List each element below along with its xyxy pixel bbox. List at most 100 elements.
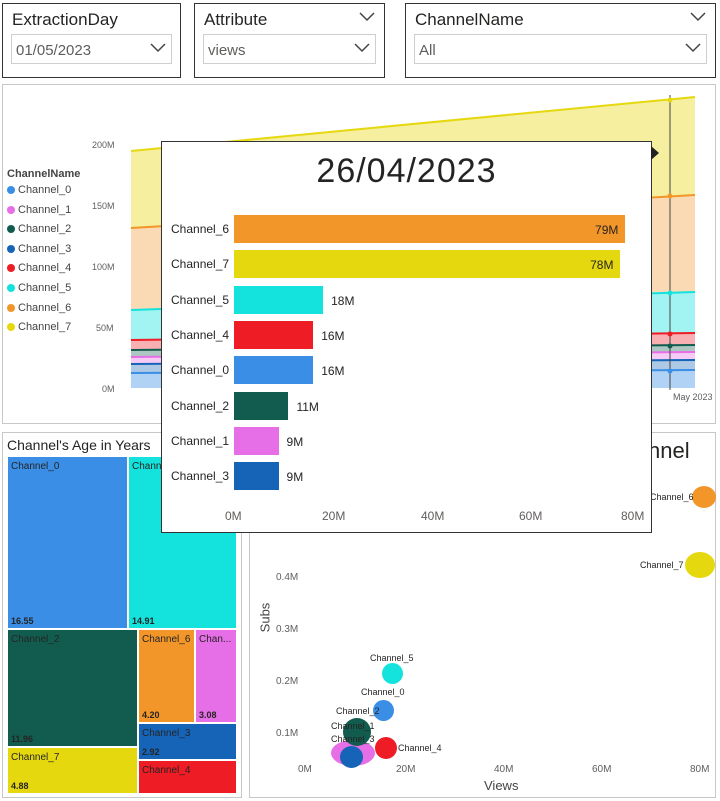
cell-label: Channel_3 <box>142 728 191 739</box>
bar-category-label: Channel_6 <box>171 222 230 236</box>
bar-channel-3[interactable] <box>234 462 279 491</box>
bar-value-label: 18M <box>331 293 355 308</box>
hover-dot <box>667 343 673 349</box>
attribute-dropdown[interactable]: views <box>203 34 376 64</box>
legend-item[interactable]: Channel_5 <box>7 282 71 294</box>
bar-channel-2[interactable] <box>234 391 289 420</box>
bubble-label: Channel_5 <box>370 653 414 663</box>
treemap-cell-channel-2[interactable]: Channel_2 11.96 <box>7 629 138 747</box>
y-tick-label: 0.1M <box>276 728 299 739</box>
x-tick-label: 0M <box>225 509 242 523</box>
bubble-channel-2[interactable] <box>343 718 371 746</box>
x-tick-label: 40M <box>421 509 445 523</box>
bubble-channel-5[interactable] <box>382 663 403 684</box>
channel-name-dropdown[interactable]: All <box>414 34 707 64</box>
legend-label: Channel_3 <box>18 242 72 255</box>
y-tick-label: 150M <box>92 201 115 211</box>
legend-dot-icon <box>7 205 15 214</box>
x-tick-label: 80M <box>621 509 645 523</box>
slicer-title: ChannelName <box>415 10 524 29</box>
x-tick-label: 0M <box>298 764 312 775</box>
y-tick-label: 0.3M <box>276 624 299 635</box>
bar-category-label: Channel_7 <box>171 257 230 272</box>
cell-value: 14.91 <box>132 616 155 626</box>
hover-dot <box>667 331 673 337</box>
chevron-down-icon[interactable] <box>353 41 371 55</box>
bubble-label: Channel_1 <box>331 721 375 731</box>
bar-value-label: 16M <box>321 328 345 343</box>
legend-label: Channel_4 <box>18 262 72 275</box>
legend-item[interactable]: Channel_4 <box>7 262 71 274</box>
cell-value: 4.88 <box>11 781 29 791</box>
legend-item[interactable]: Channel_7 <box>7 321 71 333</box>
extraction-day-dropdown[interactable]: 01/05/2023 <box>11 34 172 64</box>
y-axis-title: Subs <box>257 602 273 633</box>
bar-channel-1[interactable] <box>234 426 279 455</box>
hover-dot <box>667 368 673 374</box>
slicer-title: ExtractionDay <box>12 10 118 29</box>
slicer-attribute[interactable]: Attribute views <box>194 3 385 78</box>
y-tick-label: 0.4M <box>276 572 299 583</box>
slicer-channel-name[interactable]: ChannelName All <box>405 3 716 78</box>
slicer-title: Attribute <box>204 10 268 29</box>
treemap-cell-channel-6[interactable]: Channel_6 4.20 <box>138 629 195 723</box>
bar-channel-4[interactable] <box>234 320 314 349</box>
chevron-down-icon[interactable] <box>684 41 702 55</box>
bubble-channel-0[interactable] <box>373 700 394 721</box>
treemap-cell-channel-4[interactable]: Channel_4 <box>138 760 237 794</box>
treemap-cell-channel-1[interactable]: Chan... 3.08 <box>195 629 237 723</box>
slicer-value: views <box>208 42 246 59</box>
legend-item[interactable]: Channel_1 <box>7 204 71 216</box>
bubble-label: Channel_6 <box>650 492 694 502</box>
bubble-channel-7[interactable] <box>685 552 715 578</box>
treemap-cell-channel-3[interactable]: Channel_3 2.92 <box>138 723 237 760</box>
legend-label: Channel_2 <box>18 223 72 236</box>
x-tick-label: 20M <box>322 509 346 523</box>
cell-label: Channel_2 <box>11 634 60 645</box>
bubble-channel-3[interactable] <box>340 746 363 768</box>
slicer-extraction-day[interactable]: ExtractionDay 01/05/2023 <box>2 3 181 78</box>
bubble-channel-6[interactable] <box>692 486 716 508</box>
legend-dot-icon <box>7 186 15 194</box>
legend-title: ChannelName <box>7 168 81 180</box>
legend-item[interactable]: Channel_6 <box>7 302 71 314</box>
cell-value: 4.20 <box>142 710 160 720</box>
cell-value: 16.55 <box>11 616 34 626</box>
cell-label: Channel_0 <box>11 461 60 472</box>
treemap-cell-channel-7[interactable]: Channel_7 4.88 <box>7 747 138 794</box>
bar-category-label: Channel_3 <box>171 469 230 484</box>
bar-category-label: Channel_4 <box>171 327 230 342</box>
cell-label: Channel_6 <box>142 634 191 645</box>
bar-channel-7[interactable] <box>234 250 621 279</box>
bar-value-label: 78M <box>590 258 614 273</box>
hover-dot <box>667 97 673 103</box>
legend-label: Channel_5 <box>18 282 72 294</box>
chevron-down-icon[interactable] <box>689 10 707 24</box>
hover-dot <box>667 290 673 296</box>
cell-value: 2.92 <box>142 747 160 757</box>
cell-label: Channel_7 <box>11 752 60 763</box>
y-tick-label: 50M <box>96 323 114 333</box>
bubble-channel-4[interactable] <box>375 737 397 759</box>
chevron-down-icon[interactable] <box>358 10 376 24</box>
bubble-label: Channel_2 <box>336 706 380 716</box>
bar-channel-5[interactable] <box>234 285 324 314</box>
tooltip-pointer <box>651 146 659 160</box>
scatter-title: nnel <box>648 438 690 463</box>
chevron-down-icon[interactable] <box>149 41 167 55</box>
cell-label: Channel_4 <box>142 765 191 776</box>
bar-channel-0[interactable] <box>234 356 314 385</box>
treemap-title: Channel's Age in Years <box>7 437 151 453</box>
legend-item[interactable]: Channel_2 <box>7 223 71 235</box>
legend-dot-icon <box>7 284 15 292</box>
bar-channel-6[interactable] <box>234 215 626 243</box>
legend-item[interactable]: Channel_3 <box>7 243 71 255</box>
x-tick-label: 60M <box>519 509 543 523</box>
x-axis-title: Views <box>484 778 519 793</box>
tooltip-date: 26/04/2023 <box>316 152 497 190</box>
legend-item[interactable]: Channel_0 <box>7 184 71 196</box>
bubble-label: Channel_0 <box>361 687 405 697</box>
treemap-cell-channel-0[interactable]: Channel_0 16.55 <box>7 456 128 629</box>
bar-category-label: Channel_1 <box>171 433 230 448</box>
bar-category-label: Channel_2 <box>171 398 230 413</box>
